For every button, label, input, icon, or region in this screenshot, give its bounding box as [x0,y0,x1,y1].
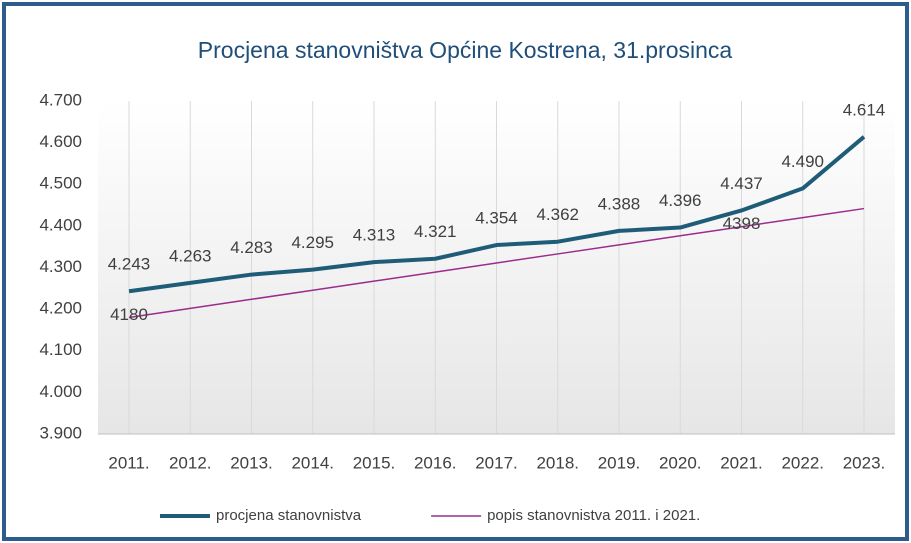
y-tick-label: 4.200 [39,299,82,318]
x-tick-label: 2013. [230,453,273,472]
data-label: 4.295 [291,233,334,252]
x-tick-label: 2017. [475,453,518,472]
series-line [128,207,865,319]
data-label: 4.321 [414,222,457,241]
data-label: 4.437 [720,174,763,193]
data-label: 4.362 [536,205,579,224]
data-label: 4.354 [475,209,518,228]
y-tick-label: 4.700 [39,90,82,109]
x-tick-label: 2015. [353,453,396,472]
y-tick-label: 4.100 [39,340,82,359]
series-line [128,135,866,294]
y-tick-label: 4.500 [39,174,82,193]
y-tick-label: 3.900 [39,423,82,442]
y-tick-label: 4.000 [39,382,82,401]
data-label: 4.283 [230,238,273,257]
x-tick-label: 2014. [291,453,334,472]
chart-title: Procjena stanovništva Općine Kostrena, 3… [198,37,733,63]
data-label: 4.388 [598,194,641,213]
data-label: 4.396 [659,191,702,210]
data-label: 4180 [110,305,148,324]
x-tick-label: 2023. [843,453,886,472]
data-label: 4398 [723,214,761,233]
x-tick-label: 2022. [781,453,824,472]
data-label: 4.614 [843,100,886,119]
x-tick-label: 2021. [720,453,763,472]
y-tick-label: 4.600 [39,132,82,151]
y-tick-label: 4.400 [39,215,82,234]
data-label: 4.490 [781,152,824,171]
legend-label: popis stanovnistva 2011. i 2021. [487,507,700,524]
x-tick-label: 2019. [598,453,641,472]
data-label: 4.243 [108,255,151,274]
x-tick-label: 2011. [108,453,149,472]
x-tick-label: 2020. [659,453,702,472]
data-label: 4.263 [169,246,212,265]
x-tick-label: 2012. [169,453,212,472]
legend-label: procjena stanovnistva [216,507,362,524]
x-tick-label: 2018. [536,453,579,472]
y-tick-label: 4.300 [39,257,82,276]
data-label: 4.313 [353,226,396,245]
x-tick-label: 2016. [414,453,457,472]
